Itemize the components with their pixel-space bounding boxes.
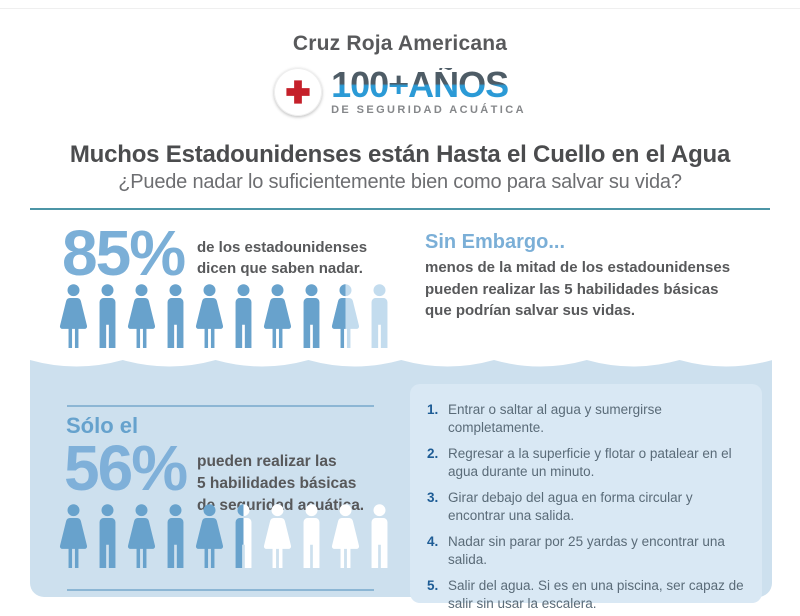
- woman-figure-icon: [330, 284, 361, 348]
- however-paragraph: menos de la mitad de los estadounidenses…: [425, 257, 730, 322]
- however-line3: que podrían salvar sus vidas.: [425, 302, 636, 319]
- logo-tagline-text: DE SEGURIDAD ACUÁTICA: [331, 104, 526, 117]
- skills-panel: 1. Entrar o saltar al agua y sumergirse c…: [410, 384, 762, 611]
- stat-56-caption-line1: pueden realizar las: [197, 453, 337, 470]
- skill-item-2: 2. Regresar a la superficie y flotar o pa…: [427, 445, 744, 481]
- woman-figure-icon: [126, 284, 157, 348]
- skill-number: 4.: [427, 534, 439, 549]
- man-figure-icon: [163, 504, 188, 568]
- skills-list: 1. Entrar o saltar al agua y sumergirse c…: [427, 401, 744, 613]
- stat-85-caption-line2: dicen que saben nadar.: [197, 260, 363, 277]
- stat-56-bottom-line: [67, 589, 374, 591]
- pictograph-85-row: [58, 284, 392, 348]
- stat-56-caption-line2: 5 habilidades básicas: [197, 475, 357, 492]
- skill-item-4: 4. Nadar sin parar por 25 yardas y encont…: [427, 533, 744, 569]
- man-figure-icon: [299, 504, 324, 568]
- however-line2: pueden realizar las 5 habilidades básica…: [425, 280, 719, 298]
- red-cross-logo: 100+AÑOS DE SEGURIDAD ACUÁTICA: [0, 62, 800, 122]
- skill-text: Nadar sin parar por 25 yardas y encontra…: [448, 534, 725, 567]
- skill-text: Girar debajo del agua en forma circular …: [448, 490, 693, 523]
- logo-years-text: 100+AÑOS: [331, 63, 509, 105]
- man-figure-icon: [163, 284, 188, 348]
- wave-top-edge: [30, 360, 772, 373]
- org-title: Cruz Roja Americana: [292, 32, 508, 55]
- man-figure-icon: [367, 504, 392, 568]
- woman-figure-icon: [262, 504, 293, 568]
- skill-text: Entrar o saltar al agua y sumergirse com…: [448, 402, 662, 435]
- water-section-background: Sólo el 56% pueden realizar las 5 habili…: [30, 372, 772, 611]
- water-section: Sólo el 56% pueden realizar las 5 habili…: [30, 355, 772, 611]
- woman-figure-icon: [194, 284, 225, 348]
- top-border-line: [0, 8, 800, 9]
- woman-figure-icon: [262, 284, 293, 348]
- skill-text: Regresar a la superficie y flotar o pata…: [448, 446, 732, 479]
- woman-figure-icon: [58, 504, 89, 568]
- stat-85-caption: de los estadounidenses dicen que saben n…: [197, 237, 367, 279]
- woman-figure-icon: [194, 504, 225, 568]
- stat-56-top-line: [67, 405, 374, 407]
- red-cross-icon: [274, 68, 323, 116]
- man-figure-icon: [367, 284, 392, 348]
- pictograph-56-row: [58, 504, 392, 568]
- logo-text-block: 100+AÑOS DE SEGURIDAD ACUÁTICA: [331, 63, 526, 117]
- stat-85-value: 85%: [62, 217, 186, 289]
- skill-number: 5.: [427, 578, 439, 593]
- stat-56-prefix: Sólo el: [66, 413, 139, 438]
- skill-item-1: 1. Entrar o saltar al agua y sumergirse c…: [427, 401, 744, 437]
- however-line1: menos de la mitad de los estadounidenses: [425, 259, 731, 276]
- man-figure-icon: [95, 284, 120, 348]
- stat-85-caption-line1: de los estadounidenses: [197, 239, 368, 256]
- page-subtitle: ¿Puede nadar lo suficientemente bien com…: [118, 171, 682, 193]
- woman-figure-icon: [58, 284, 89, 348]
- stat-56-value: 56%: [64, 432, 188, 504]
- skill-item-3: 3. Girar debajo del agua en forma circula…: [427, 489, 744, 525]
- woman-figure-icon: [330, 504, 361, 568]
- skill-text: Salir del agua. Si es en una piscina, se…: [448, 578, 744, 611]
- skill-number: 2.: [427, 446, 439, 461]
- skill-item-5: 5. Salir del agua. Si es en una piscina, …: [427, 577, 744, 613]
- skill-number: 1.: [427, 402, 439, 417]
- skill-number: 3.: [427, 490, 439, 505]
- however-title: Sin Embargo...: [425, 231, 566, 253]
- woman-figure-icon: [126, 504, 157, 568]
- man-figure-icon: [95, 504, 120, 568]
- man-figure-icon: [231, 504, 256, 568]
- man-figure-icon: [299, 284, 324, 348]
- man-figure-icon: [231, 284, 256, 348]
- section-divider-line: [30, 208, 770, 210]
- page-title: Muchos Estadounidenses están Hasta el Cu…: [69, 141, 731, 168]
